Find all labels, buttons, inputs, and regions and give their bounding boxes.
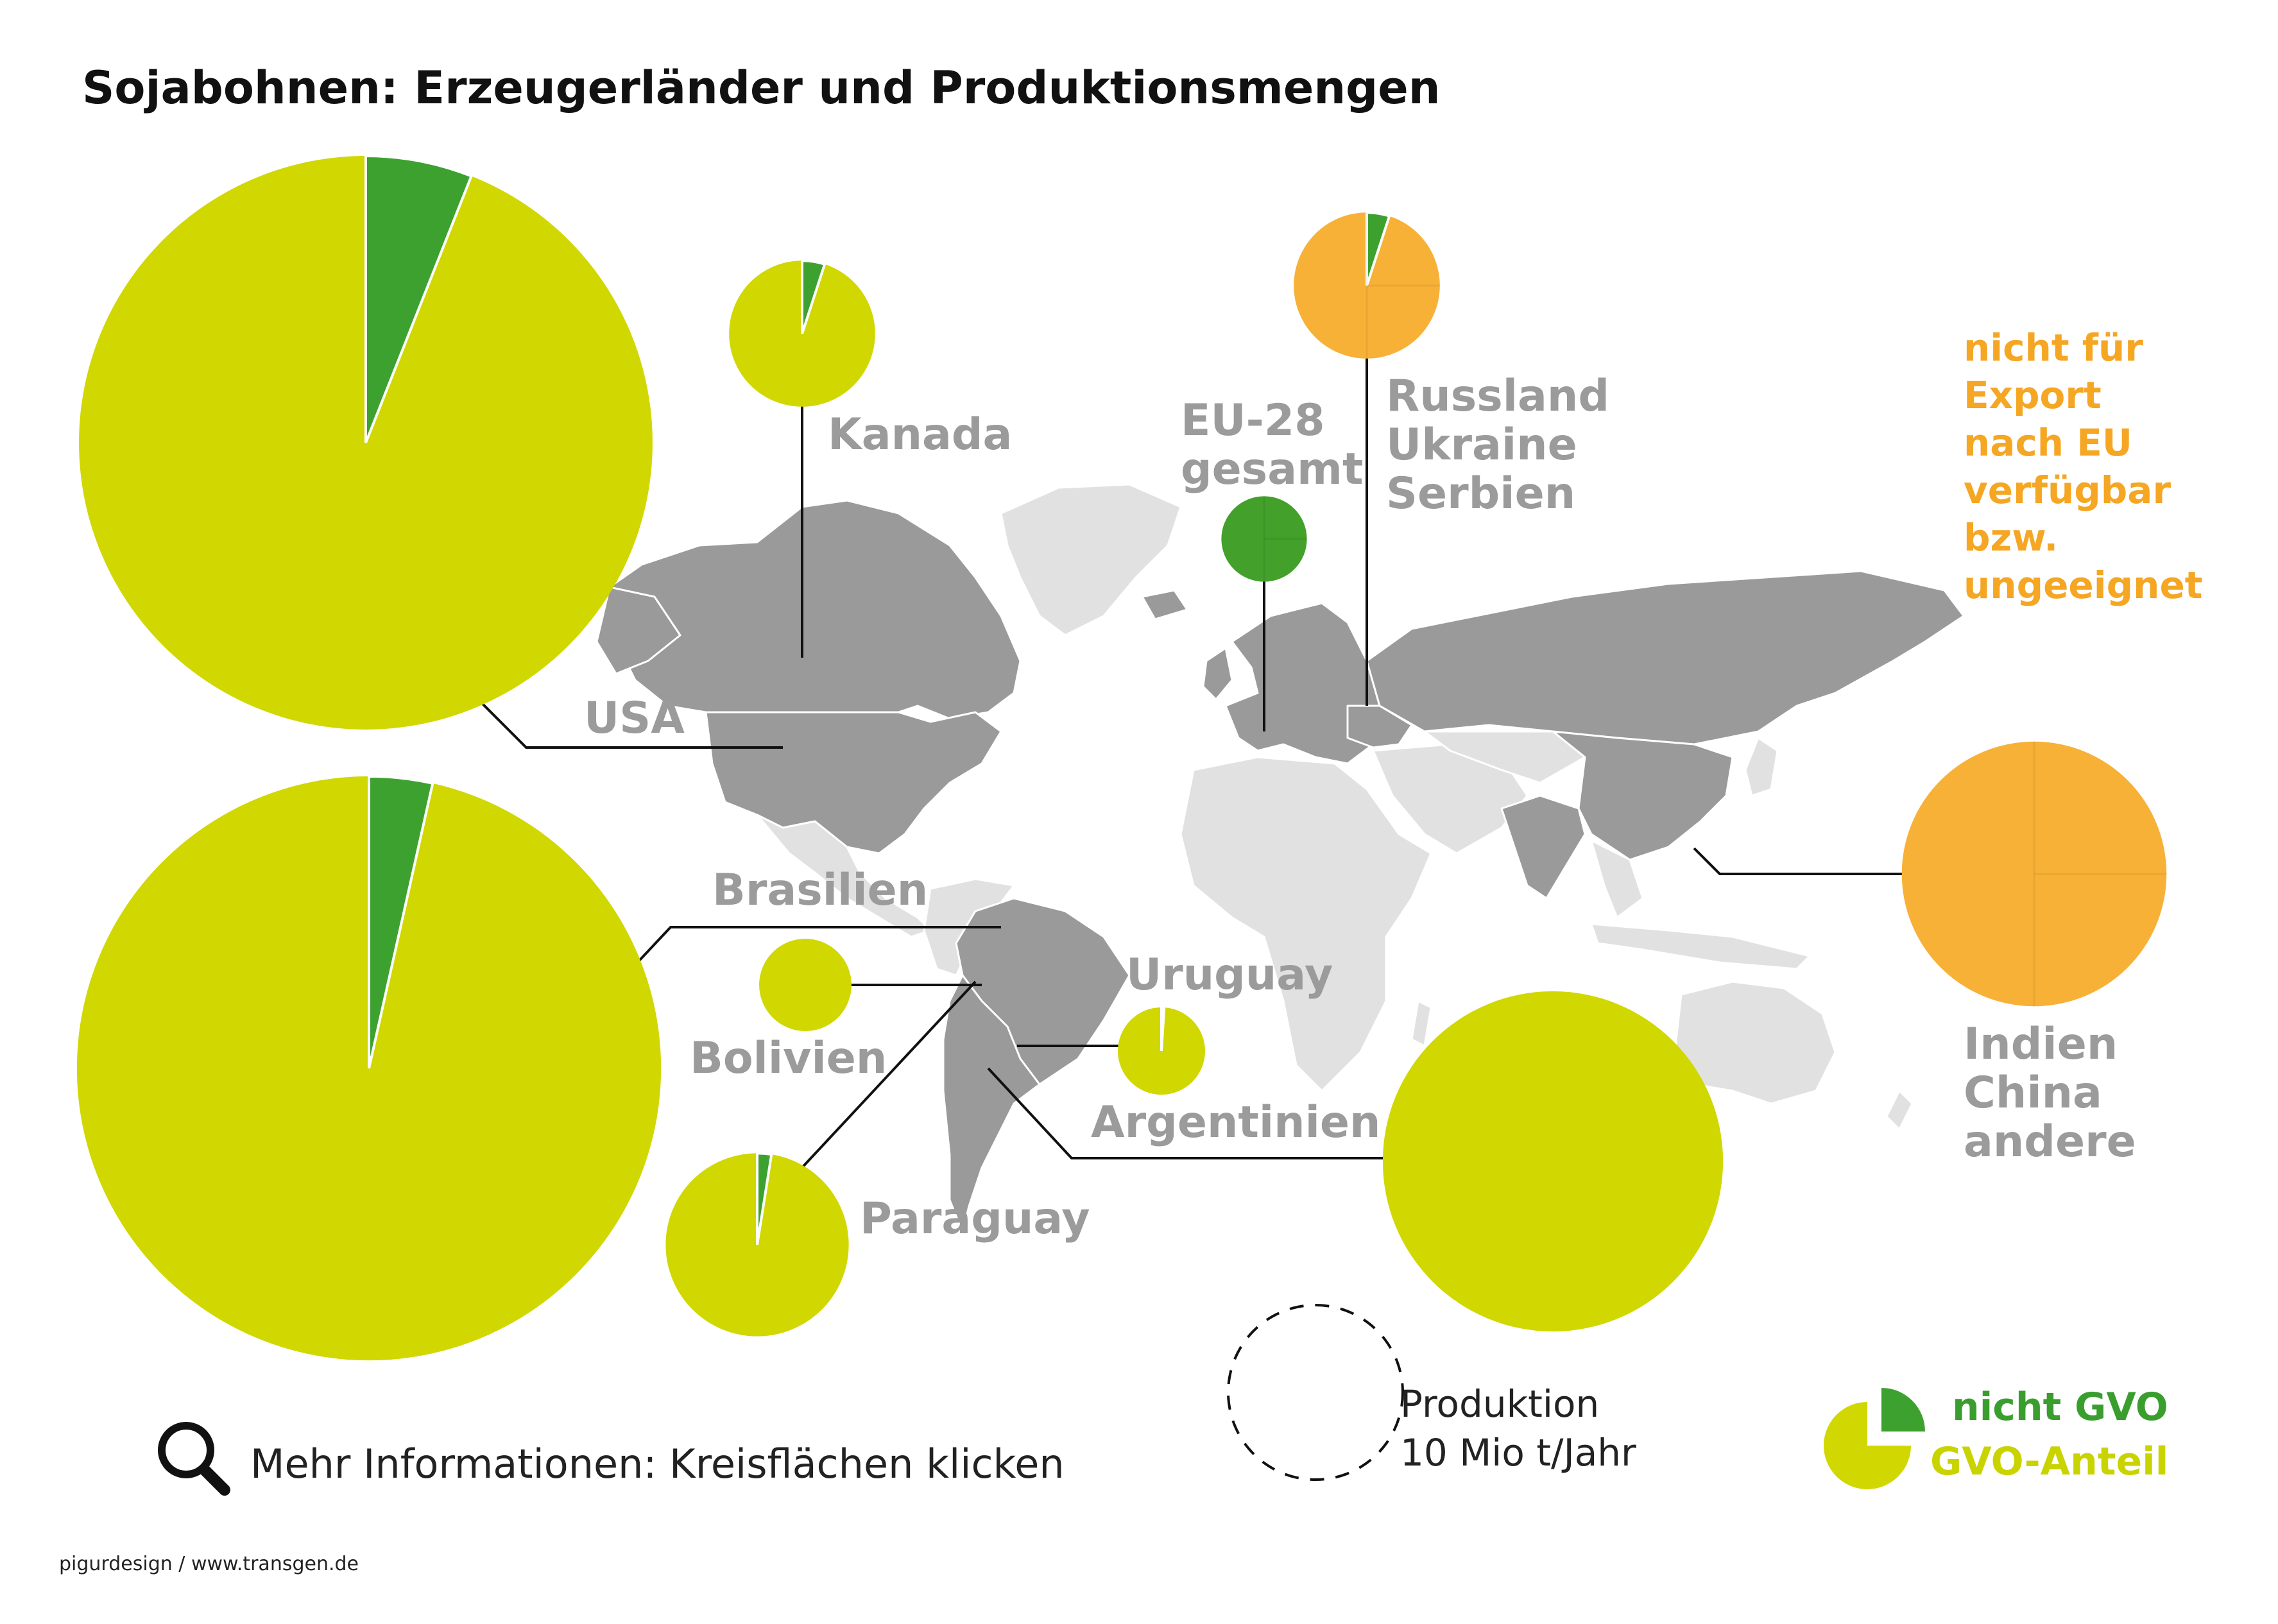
pie-slice-non-gvo[interactable] xyxy=(368,774,434,1069)
label-ukraine: Ukraine xyxy=(1386,420,1577,470)
map-canada[interactable] xyxy=(608,499,1022,720)
pie-argentinien[interactable] xyxy=(1382,991,1724,1332)
label-andere: andere xyxy=(1964,1116,2136,1167)
map-greenland xyxy=(1000,483,1182,637)
legend-non-gvo-slice xyxy=(1881,1388,1925,1432)
pie-uruguay[interactable] xyxy=(1118,1005,1205,1095)
pie-usa[interactable] xyxy=(79,155,653,730)
export-note-line: nach EU xyxy=(1964,421,2133,465)
label-indien: Indien xyxy=(1964,1019,2118,1070)
pie-slice-non-gvo[interactable] xyxy=(364,155,474,443)
legend-gvo-label: GVO-Anteil xyxy=(1930,1439,2169,1484)
label-eu-line2: gesamt xyxy=(1181,444,1364,495)
map-new-zealand xyxy=(1885,1090,1914,1131)
leader-line xyxy=(798,980,977,1172)
map-mexico xyxy=(756,814,932,938)
label-usa: USA xyxy=(584,693,685,744)
pie-paraguay[interactable] xyxy=(665,1152,849,1337)
map-uk xyxy=(1202,647,1233,701)
export-note-line: nicht für xyxy=(1964,326,2143,370)
export-note-line: verfügbar xyxy=(1964,468,2171,512)
pie-eu-28-gesamt[interactable] xyxy=(1221,496,1307,582)
credit: pigurdesign / www.transgen.de xyxy=(59,1553,359,1575)
magnifier-icon xyxy=(158,1422,230,1496)
export-note: nicht für Export nach EU verfügbar bzw. ungee… xyxy=(1964,324,2203,609)
label-china: China xyxy=(1964,1068,2102,1118)
pie-russland-ukraine-serbien[interactable] xyxy=(1294,211,1440,359)
size-legend-label: Produktion 10 Mio t/Jahr xyxy=(1400,1380,1636,1477)
map-iceland xyxy=(1141,589,1188,620)
label-argentinien: Argentinien xyxy=(1091,1097,1381,1148)
map-usa[interactable] xyxy=(705,711,1002,855)
label-kanada: Kanada xyxy=(828,409,1013,460)
label-russland: Russland xyxy=(1386,371,1610,422)
map-russia[interactable] xyxy=(1366,570,1965,746)
pie-slice-non-gvo[interactable] xyxy=(1160,1005,1166,1052)
export-note-line: Export xyxy=(1964,373,2102,417)
size-legend-line2: 10 Mio t/Jahr xyxy=(1400,1431,1636,1474)
legend-non-gvo-label: nicht GVO xyxy=(1952,1385,2168,1430)
label-brasilien: Brasilien xyxy=(712,865,929,916)
map-india[interactable] xyxy=(1500,794,1586,900)
export-note-line: bzw. xyxy=(1964,516,2059,560)
map-southern-cone[interactable] xyxy=(942,974,1041,1233)
pie-kanada[interactable] xyxy=(729,259,875,407)
map-china[interactable] xyxy=(1552,730,1734,861)
legend-gvo-slice xyxy=(1824,1402,1911,1489)
map-ukraine[interactable] xyxy=(1346,705,1413,749)
label-eu: EU-28 gesamt xyxy=(1181,397,1364,494)
map-indonesia xyxy=(1590,923,1811,970)
pie-slice-main[interactable] xyxy=(1901,741,2167,1007)
leader-line xyxy=(1693,847,1912,875)
map-southeast-asia xyxy=(1590,839,1644,919)
pie-slice-main[interactable] xyxy=(1221,496,1307,582)
map-africa xyxy=(1179,756,1432,1092)
pie-slice-non-gvo[interactable] xyxy=(1366,211,1391,286)
label-russland-group: Russland Ukraine Serbien xyxy=(1386,372,1609,518)
map-madagascar xyxy=(1410,1000,1432,1047)
pie-indien-china-andere[interactable] xyxy=(1901,741,2167,1007)
pie-bolivien[interactable] xyxy=(759,939,852,1031)
label-paraguay: Paraguay xyxy=(860,1193,1090,1244)
label-serbien: Serbien xyxy=(1386,468,1576,519)
pie-slice-main[interactable] xyxy=(1382,991,1724,1332)
pie-slice-non-gvo[interactable] xyxy=(756,1152,773,1245)
pie-brasilien[interactable] xyxy=(76,774,662,1361)
map-alaska xyxy=(595,586,681,675)
leader-line xyxy=(987,1067,1392,1159)
map-japan xyxy=(1744,737,1779,797)
size-legend-circle xyxy=(1227,1304,1404,1481)
leader-line xyxy=(467,688,783,749)
info-text: Mehr Informationen: Kreisflächen klicken xyxy=(250,1440,1065,1487)
page-title: Sojabohnen: Erzeugerländer und Produktio… xyxy=(82,62,1441,114)
label-eu-line1: EU-28 xyxy=(1181,395,1325,446)
color-legend-pie xyxy=(1824,1388,1925,1489)
size-legend-line1: Produktion xyxy=(1400,1382,1600,1426)
label-indien-group: Indien China andere xyxy=(1964,1020,2136,1167)
pie-slice-non-gvo[interactable] xyxy=(801,259,826,334)
label-bolivien: Bolivien xyxy=(690,1033,887,1084)
label-uruguay: Uruguay xyxy=(1126,950,1333,1000)
export-note-line: ungeeignet xyxy=(1964,563,2203,607)
pie-slice-main[interactable] xyxy=(759,939,852,1031)
